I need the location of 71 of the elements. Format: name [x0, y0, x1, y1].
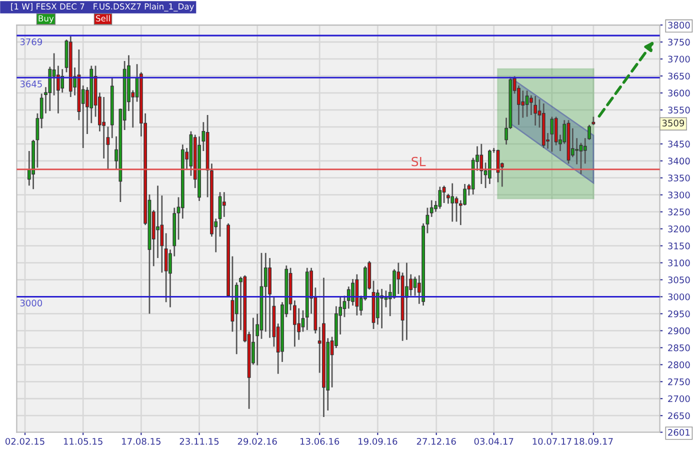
- candlestick: [293, 300, 296, 348]
- x-tick-label: 03.04.17: [474, 438, 514, 445]
- y-tick-label: 3600: [668, 90, 690, 97]
- candlestick: [413, 276, 417, 296]
- candlestick: [430, 200, 434, 218]
- x-tick-label: 23.11.15: [180, 438, 219, 445]
- y-tick-label: 3350: [668, 174, 690, 182]
- x-tick-label: 02.02.15: [5, 438, 44, 445]
- y-tick-label: 2850: [668, 344, 690, 352]
- x-tick-label: 27.12.16: [416, 438, 456, 445]
- candlestick: [442, 184, 446, 204]
- y-tick-label: 3250: [668, 208, 690, 216]
- y-tick-label: 2950: [668, 310, 690, 318]
- x-tick-label: 17.08.15: [122, 438, 160, 445]
- y-tick-label: 3400: [668, 158, 690, 164]
- y-tick-label: 2700: [668, 395, 690, 402]
- candlestick: [579, 142, 583, 175]
- y-tick-label: 3750: [668, 38, 690, 46]
- y-tick-label: 3650: [668, 72, 690, 80]
- y-tick-label: 3550: [668, 106, 690, 114]
- candlestick: [60, 68, 64, 94]
- x-tick-label: 18.09.17: [574, 438, 613, 445]
- chart-title: [1 W] FESX DEC 7 F.US.DSXZ7 Plain_1_Day: [11, 3, 194, 12]
- candlestick: [218, 191, 222, 238]
- ref-line-label: 3645: [20, 80, 42, 88]
- y-tick-label: 3300: [668, 192, 690, 198]
- annotation: 3509: [662, 120, 684, 126]
- y-tick-label: 3050: [668, 276, 690, 284]
- candlestick: [575, 137, 579, 165]
- candlestick: [48, 66, 52, 112]
- ref-line-label: 3769: [20, 38, 42, 46]
- text: Sell: [96, 15, 110, 22]
- candlestick: [56, 65, 60, 114]
- candlestick: [346, 286, 350, 310]
- candlestick: [438, 186, 442, 210]
- x-tick-label: 10.07.17: [532, 438, 572, 445]
- candlestick: [534, 95, 538, 126]
- candlestick: [480, 143, 484, 185]
- candlestick: [525, 90, 529, 118]
- candlestick: [454, 196, 458, 222]
- candlestick: [351, 278, 354, 306]
- candlestick: [106, 126, 110, 171]
- y-tick-label: 3450: [668, 140, 690, 148]
- candlestick: [222, 191, 226, 218]
- ref-line-label: 3000: [20, 300, 42, 306]
- candlestick: [342, 295, 346, 318]
- y-tick-label: 3800: [668, 22, 690, 29]
- y-tick-label: 3700: [668, 56, 690, 63]
- candlestick: [264, 252, 268, 332]
- candlestick: [450, 182, 454, 222]
- text: Buy: [38, 15, 54, 24]
- candlestick: [405, 262, 408, 341]
- candlestick: [230, 256, 234, 332]
- y-tick-label: 2650: [668, 412, 690, 420]
- x-tick-label: 11.05.15: [64, 438, 102, 445]
- x-tick-label: 19.09.16: [358, 438, 398, 445]
- x-tick-label: 29.02.16: [238, 438, 277, 445]
- y-tick-label: 3200: [668, 226, 690, 232]
- y-tick-label: 2601: [668, 428, 690, 436]
- y-tick-label: 2900: [668, 327, 690, 334]
- x-tick-label: 13.06.16: [300, 438, 340, 445]
- ref-line-label: SL: [412, 156, 426, 166]
- candlestick: [301, 310, 305, 332]
- y-tick-label: 3100: [668, 260, 690, 266]
- candlestick: [426, 207, 430, 234]
- candlestick: [102, 96, 106, 160]
- y-tick-label: 2750: [668, 378, 690, 386]
- y-tick-label: 3150: [668, 242, 690, 250]
- y-tick-label: 3000: [668, 293, 690, 300]
- y-tick-label: 2800: [668, 361, 690, 368]
- candlestick: [156, 184, 160, 259]
